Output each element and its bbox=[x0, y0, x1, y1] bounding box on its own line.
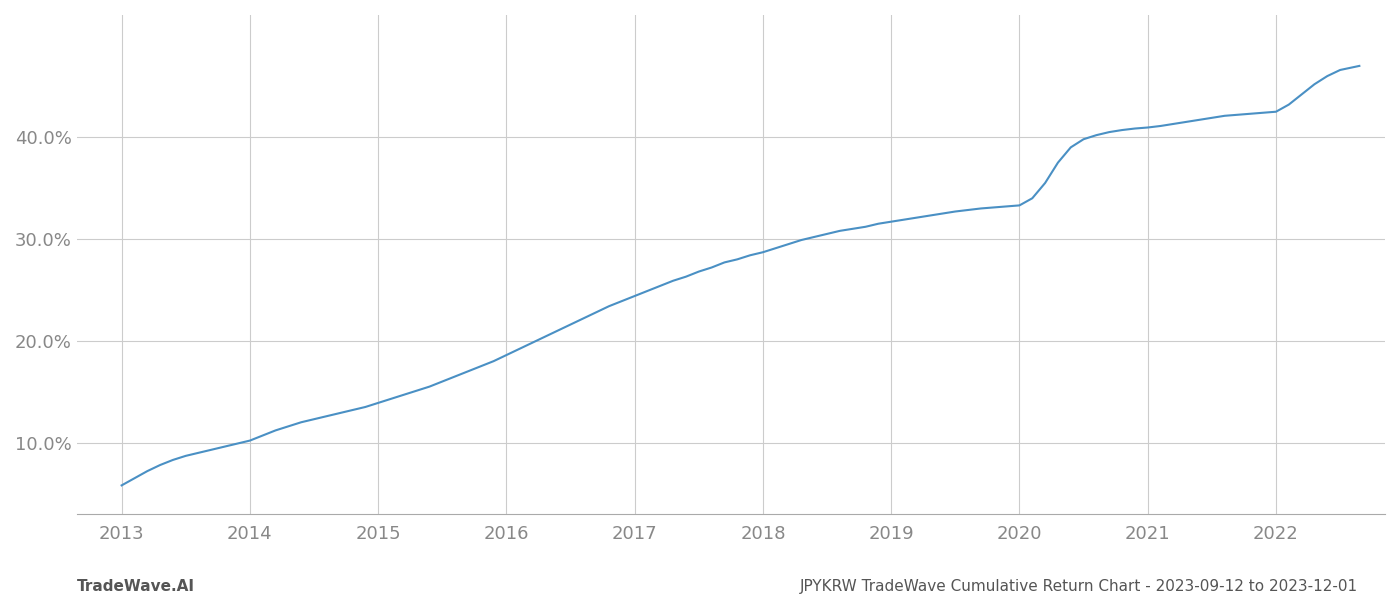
Text: JPYKRW TradeWave Cumulative Return Chart - 2023-09-12 to 2023-12-01: JPYKRW TradeWave Cumulative Return Chart… bbox=[799, 579, 1358, 594]
Text: TradeWave.AI: TradeWave.AI bbox=[77, 579, 195, 594]
